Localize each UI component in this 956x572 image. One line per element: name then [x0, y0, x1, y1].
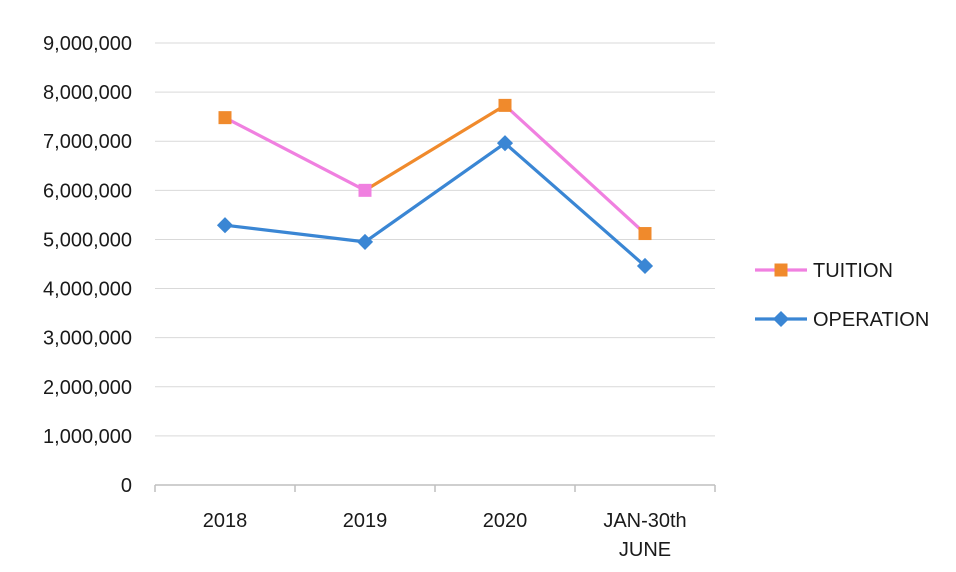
operation-line-segment	[503, 141, 647, 268]
tuition-line-segment	[223, 116, 367, 192]
operation-legend-label: OPERATION	[813, 309, 929, 331]
tuition-legend-marker	[774, 263, 788, 277]
series-markers	[216, 98, 654, 275]
x-axis-tick-labels: 2018 2019 2020 JAN-30th JUNE	[203, 510, 687, 561]
tuition-line-segment	[503, 103, 647, 236]
y-tick-label: 9,000,000	[43, 33, 132, 55]
operation-data-point	[636, 257, 654, 275]
tuition-legend-label: TUITION	[813, 260, 893, 282]
x-tick-label: 2020	[483, 510, 528, 532]
x-tick-label-line: 2018	[203, 510, 248, 532]
legend: TUITION OPERATION	[755, 260, 929, 331]
operation-line-segment	[363, 141, 507, 244]
operation-data-point	[496, 135, 514, 152]
y-axis-tick-labels: 9,000,000 8,000,000 7,000,000 6,000,000 5,00…	[43, 33, 132, 497]
y-tick-label: 7,000,000	[43, 131, 132, 153]
operation-legend-marker	[772, 310, 790, 328]
tuition-data-point	[498, 98, 512, 112]
tuition-data-point	[638, 227, 652, 241]
y-tick-label: 2,000,000	[43, 377, 132, 399]
y-tick-label: 6,000,000	[43, 180, 132, 202]
y-tick-label: 3,000,000	[43, 328, 132, 350]
x-tick-label-line: JUNE	[619, 539, 671, 561]
operation-data-point	[356, 233, 374, 250]
y-tick-label: 8,000,000	[43, 82, 132, 104]
operation-data-point	[216, 217, 234, 234]
tuition-data-point	[218, 111, 232, 125]
x-tick-label: 2018	[203, 510, 248, 532]
gridlines	[155, 42, 715, 437]
y-tick-label: 0	[121, 475, 132, 497]
x-tick-label-line: JAN-30th	[603, 510, 686, 532]
x-tick-label: 2019	[343, 510, 388, 532]
y-tick-label: 5,000,000	[43, 229, 132, 251]
operation-line-segment	[223, 223, 367, 244]
x-tick-label-line: 2019	[343, 510, 388, 532]
tuition-data-point	[358, 183, 372, 197]
y-tick-label: 4,000,000	[43, 279, 132, 301]
x-tick-label: JAN-30th JUNE	[603, 510, 686, 561]
axes	[154, 484, 716, 492]
x-tick-label-line: 2020	[483, 510, 528, 532]
series-lines	[223, 103, 647, 268]
tuition-line-segment	[363, 103, 507, 192]
y-tick-label: 1,000,000	[43, 426, 132, 448]
